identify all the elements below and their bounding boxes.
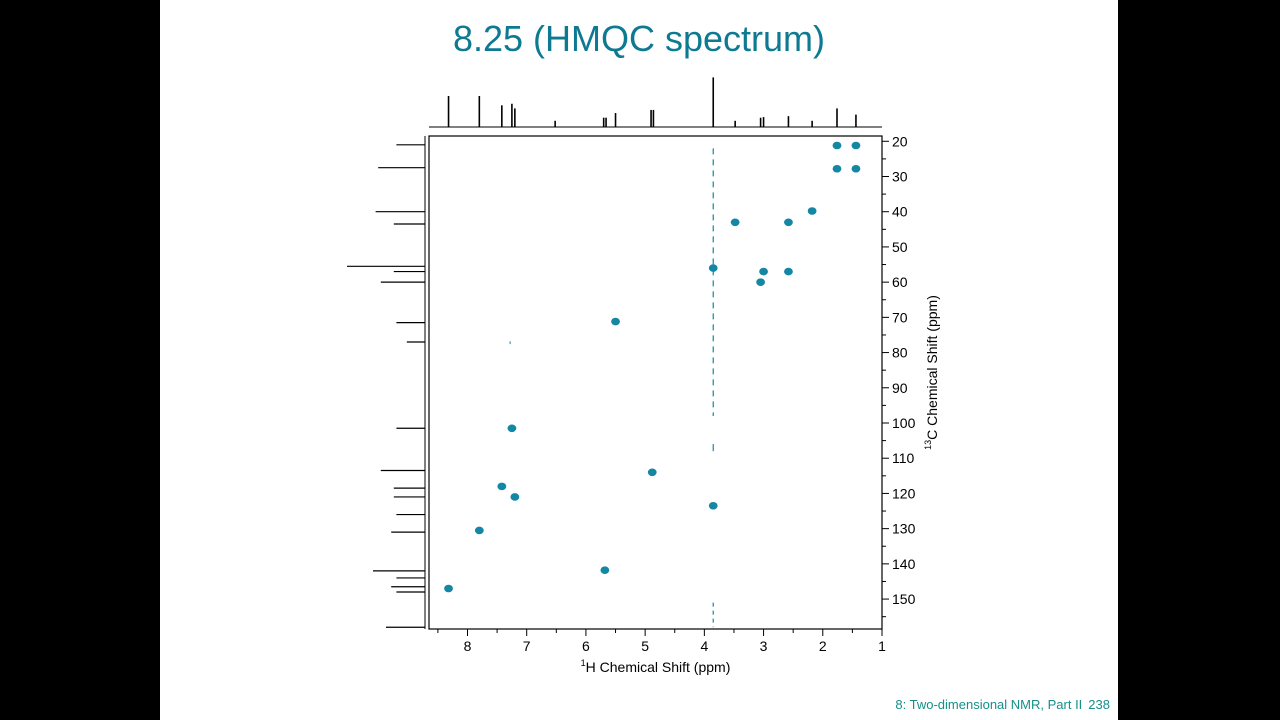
cross-peak — [784, 218, 793, 227]
x-axis: 8 7 6 5 4 3 2 1 — [437, 629, 886, 654]
y-tick-label: 150 — [892, 591, 916, 607]
plot-frame — [428, 135, 883, 630]
h1-projection — [429, 77, 882, 128]
x-label-text: H Chemical Shift (ppm) — [586, 659, 731, 675]
cross-peak — [507, 424, 517, 433]
cross-peak — [600, 566, 610, 574]
y-tick-label: 140 — [892, 556, 916, 572]
y-axis-label: 13C Chemical Shift (ppm) — [923, 295, 940, 450]
cross-peak — [708, 501, 718, 510]
cross-peak — [851, 164, 861, 173]
cross-peak — [474, 526, 484, 535]
cross-peak — [611, 317, 620, 326]
page-number: 238 — [1088, 697, 1110, 712]
y-tick-label: 20 — [892, 133, 908, 149]
x-tick-label: 6 — [582, 638, 590, 654]
cross-peak — [784, 267, 793, 276]
cross-peak — [832, 164, 842, 173]
y-axis: 20 30 40 50 60 70 80 90 100 110 120 130 140 150 — [882, 133, 916, 618]
cross-peak — [851, 141, 861, 150]
x-tick-label: 3 — [760, 638, 768, 654]
y-tick-label: 70 — [892, 309, 908, 325]
slide-footer: 8: Two-dimensional NMR, Part II 238 — [895, 697, 1110, 712]
cross-peaks — [444, 141, 861, 593]
slide: 8.25 (HMQC spectrum) 8: Two-dimensional … — [160, 0, 1118, 720]
cross-peak — [647, 468, 657, 477]
cross-peak — [510, 493, 520, 501]
y-tick-label: 110 — [892, 450, 915, 466]
x-tick-label: 1 — [878, 638, 886, 654]
y-tick-label: 60 — [892, 274, 908, 290]
cross-peak — [759, 267, 768, 276]
y-tick-label: 100 — [892, 415, 916, 431]
cross-peak — [807, 207, 817, 215]
y-tick-label: 30 — [892, 168, 908, 184]
y-tick-label: 130 — [892, 521, 916, 537]
cross-peak — [730, 218, 740, 227]
y-label-superscript: 13 — [923, 440, 933, 450]
x-tick-label: 4 — [700, 638, 708, 654]
x-tick-label: 5 — [641, 638, 649, 654]
x-tick-label: 7 — [523, 638, 531, 654]
cross-peak — [444, 584, 453, 593]
cross-peak — [832, 141, 842, 150]
y-tick-label: 80 — [892, 345, 908, 361]
x-axis-label: 1H Chemical Shift (ppm) — [581, 658, 731, 675]
t1-noise-ridge — [509, 148, 714, 628]
slide-title: 8.25 (HMQC spectrum) — [452, 18, 826, 59]
cross-peak — [708, 264, 718, 272]
y-tick-label: 120 — [892, 485, 916, 501]
c13-projection — [347, 136, 426, 629]
footer-text: 8: Two-dimensional NMR, Part II — [895, 697, 1083, 712]
x-tick-label: 2 — [819, 638, 827, 654]
y-label-text: C Chemical Shift (ppm) — [924, 295, 940, 440]
y-tick-label: 40 — [892, 204, 908, 220]
y-tick-label: 90 — [892, 380, 908, 396]
cross-peak — [497, 482, 507, 491]
y-tick-label: 50 — [892, 239, 908, 255]
cross-peak — [756, 278, 766, 286]
x-tick-label: 8 — [464, 638, 472, 654]
x-label-superscript: 1 — [581, 658, 586, 668]
